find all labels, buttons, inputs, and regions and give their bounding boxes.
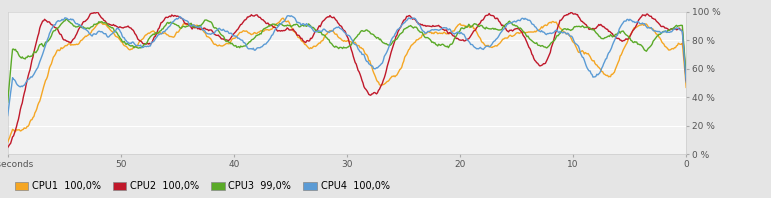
- Legend: CPU1  100,0%, CPU2  100,0%, CPU3  99,0%, CPU4  100,0%: CPU1 100,0%, CPU2 100,0%, CPU3 99,0%, CP…: [12, 179, 392, 193]
